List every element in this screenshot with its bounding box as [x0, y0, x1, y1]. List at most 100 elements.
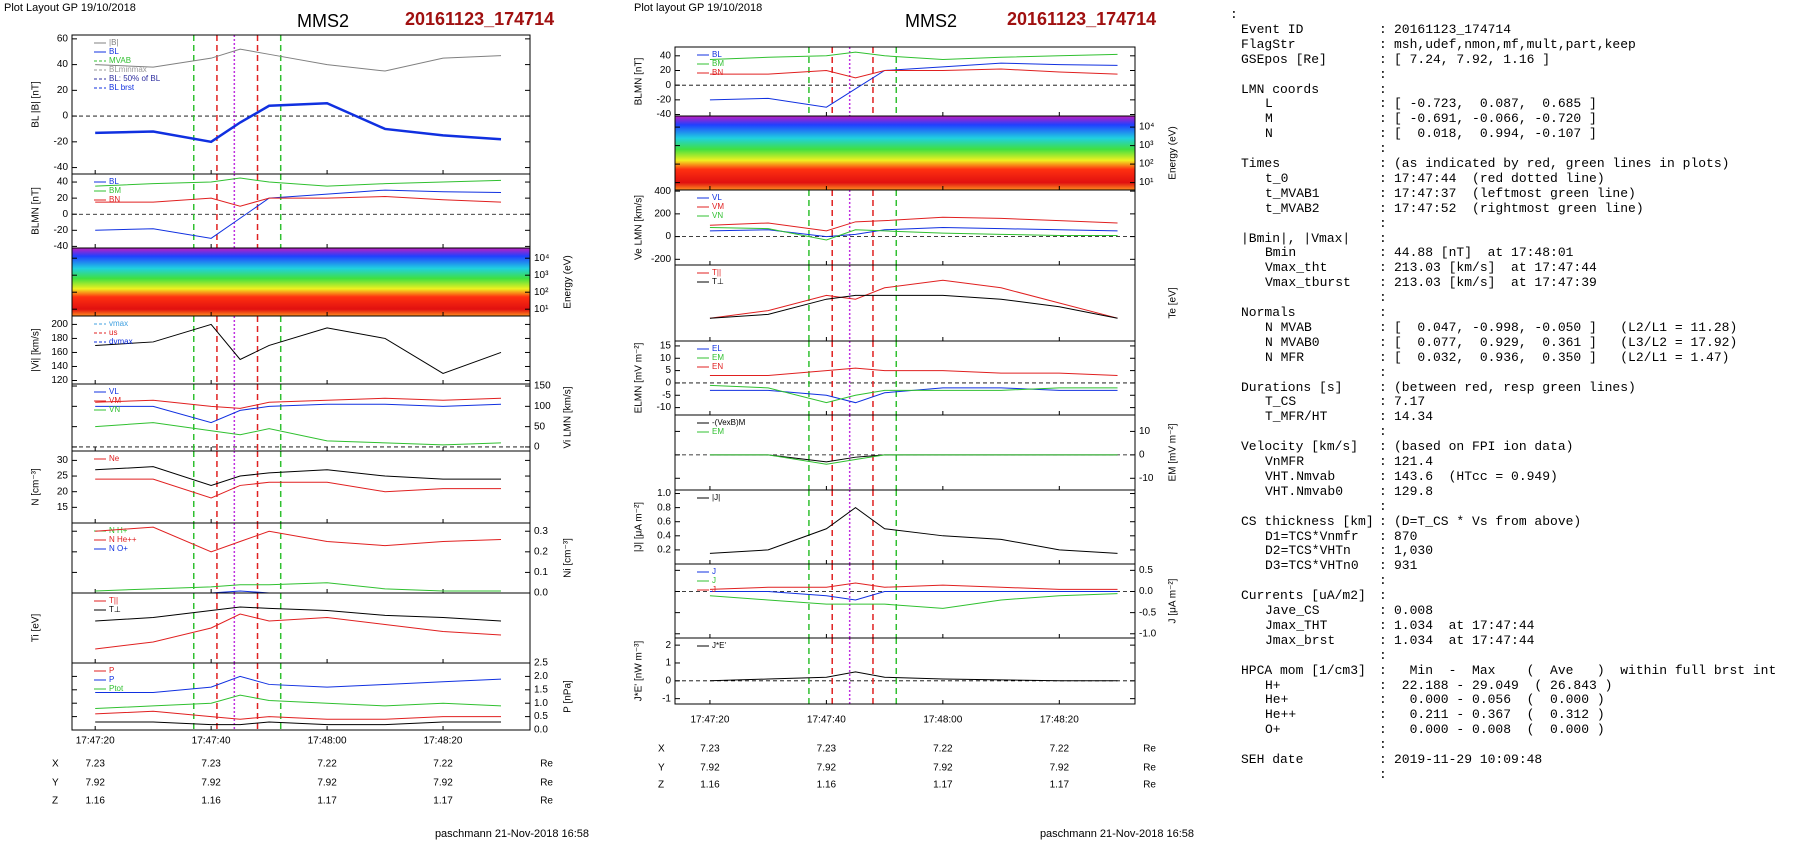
series-line	[95, 101, 502, 144]
row-value: 20161123_174714	[1394, 21, 1512, 37]
row-key: D1=TCS*Vnmfr	[1265, 528, 1359, 544]
separator: :	[1379, 170, 1387, 186]
y-tick-label: 0.0	[534, 588, 548, 599]
x-tick-label: 17:48:00	[308, 736, 347, 747]
y-axis-label: P [nPa]	[563, 680, 574, 713]
separator: :	[1379, 290, 1387, 306]
row-key: VHT.Nmvab0	[1265, 483, 1344, 499]
row-value: 22.188 - 29.049 ( 26.843 )	[1394, 677, 1613, 693]
y-tick-label: -1.0	[1139, 628, 1157, 639]
y-tick-label: 10⁴	[534, 253, 549, 264]
section-title: CS thickness [km]	[1241, 513, 1374, 529]
legend-label: MVAB	[109, 56, 131, 65]
coord-value: 1.16	[201, 796, 221, 807]
series-line	[95, 177, 502, 187]
y-axis-label: EM [mV m⁻²]	[1168, 423, 1179, 481]
y-axis-label: Energy (eV)	[563, 255, 574, 308]
legend-label: Ne	[109, 454, 120, 463]
row-value: [ -0.723, 0.087, 0.685 ]	[1394, 96, 1597, 112]
coord-value: 7.23	[85, 759, 105, 770]
series-line	[709, 227, 1118, 241]
row-value: 129.8	[1394, 483, 1434, 499]
row-value: 213.03 [km/s] at 17:47:44	[1394, 260, 1597, 276]
event-id: 20161123_174714	[405, 9, 554, 29]
coord-label: X	[658, 744, 665, 755]
coord-value: 7.22	[317, 759, 337, 770]
plot-header: Plot layout GP 19/10/2018	[634, 2, 762, 14]
row-key: D3=TCS*VHTn0	[1265, 558, 1359, 574]
row-value: [ 0.077, 0.929, 0.361 ] (L3/L2 = 17.92)	[1394, 334, 1738, 350]
y-tick-label: 10¹	[534, 304, 549, 315]
y-tick-label: -20	[657, 94, 672, 105]
legend-label: BL	[712, 50, 722, 59]
x-tick-label: 17:47:40	[807, 715, 846, 726]
separator: :	[1379, 677, 1387, 693]
coord-value: 7.23	[817, 744, 837, 755]
row-key: t_0	[1265, 170, 1289, 186]
coord-value: 1.17	[933, 780, 953, 791]
section-title: Velocity [km/s]	[1241, 439, 1359, 455]
plot-title: MMS2	[905, 11, 957, 31]
legend-label: dvmax	[109, 337, 133, 346]
panel-frame	[674, 340, 1136, 416]
row-value: 17:47:37 (leftmost green line)	[1394, 185, 1636, 201]
section-note: (D=T_CS * Vs from above)	[1394, 513, 1582, 529]
separator: :	[1379, 260, 1387, 276]
separator: :	[1379, 185, 1387, 201]
section-note: (as indicated by red, green lines in plo…	[1394, 156, 1730, 171]
row-value: 1.034 at 17:47:44	[1394, 632, 1535, 648]
series-line	[95, 721, 502, 726]
separator: :	[1379, 498, 1387, 514]
panel-frame	[71, 522, 531, 594]
y-tick-label: 20	[57, 486, 69, 497]
row-value: [ 0.032, 0.936, 0.350 ] (L2/L1 = 1.47)	[1394, 349, 1730, 365]
separator: :	[1379, 647, 1387, 663]
series-line	[95, 582, 502, 592]
plot-title: MMS2	[297, 11, 349, 31]
spectrogram	[675, 116, 1135, 190]
row-value: 1,030	[1394, 543, 1434, 559]
row-key: N MVAB	[1265, 319, 1312, 335]
coord-value: 7.92	[933, 763, 953, 774]
separator: :	[1379, 573, 1387, 589]
row-value: [ -0.691, -0.066, -0.720 ]	[1394, 111, 1597, 127]
panel-frame	[71, 315, 531, 385]
series-line	[709, 216, 1118, 232]
separator: :	[1379, 409, 1387, 425]
series-line	[709, 593, 1118, 609]
y-axis-label: Ni [cm⁻³]	[563, 538, 574, 578]
coord-value: 7.92	[201, 778, 221, 789]
y-tick-label: 1.5	[534, 684, 548, 695]
y-tick-label: 2.0	[534, 671, 548, 682]
y-tick-label: -20	[54, 225, 69, 236]
legend-label: BN	[712, 68, 723, 77]
legend-label: EN	[712, 362, 723, 371]
legend-label: J	[712, 576, 716, 585]
plot-header: Plot Layout GP 19/10/2018	[4, 2, 136, 14]
row-key: H+	[1265, 677, 1281, 693]
series-line	[709, 384, 1118, 404]
row-key: O+	[1265, 722, 1281, 738]
row-key: Jmax_brst	[1265, 632, 1336, 648]
y-tick-label: 20	[57, 193, 69, 204]
y-tick-label: 100	[534, 401, 551, 412]
legend-label: N H+	[109, 526, 128, 535]
series-line	[95, 710, 502, 720]
event-id: 20161123_174714	[1007, 9, 1156, 29]
coord-unit: Re	[1143, 780, 1156, 791]
coord-value: 7.92	[1050, 763, 1070, 774]
coord-value: 7.92	[433, 778, 453, 789]
legend-label: P	[109, 675, 114, 684]
y-tick-label: 15	[57, 502, 69, 513]
row-key: D2=TCS*VHTn	[1265, 543, 1351, 559]
series-line	[95, 694, 502, 710]
x-tick-label: 17:48:20	[424, 736, 463, 747]
row-key: FlagStr	[1241, 36, 1296, 52]
y-tick-label: -5	[662, 390, 671, 401]
separator: :	[1379, 349, 1387, 365]
series-line	[709, 582, 1118, 590]
y-tick-label: -10	[657, 402, 672, 413]
legend-label: J	[712, 567, 716, 576]
y-axis-label: Energy (eV)	[1168, 126, 1179, 179]
